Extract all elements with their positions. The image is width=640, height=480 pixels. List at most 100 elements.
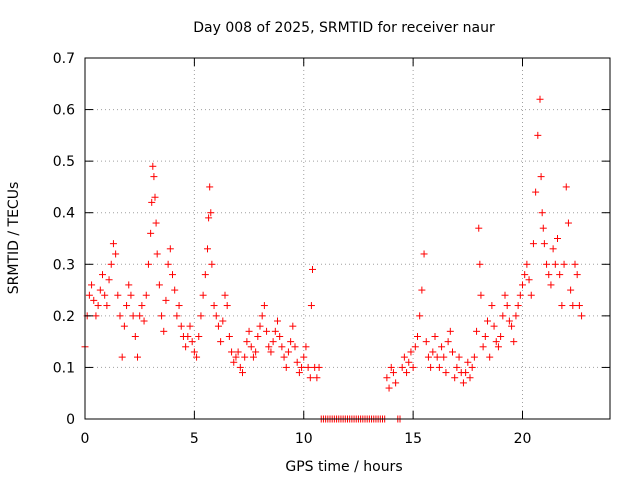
data-point [239,369,246,377]
data-point [302,343,310,351]
data-point [287,338,295,346]
data-point [212,312,220,320]
data-point [252,348,260,356]
data-point [155,281,163,289]
x-tick-label: 15 [404,431,422,447]
data-point [125,281,133,289]
data-point [182,343,190,351]
data-point [532,188,540,196]
data-point [545,271,553,279]
data-point [497,332,505,340]
data-point [523,260,531,268]
data-point [188,338,196,346]
data-point [228,348,236,356]
data-point [103,302,111,310]
data-point [534,131,542,139]
data-point [263,327,271,335]
data-point [411,343,419,351]
data-point [554,235,561,242]
data-point [440,353,448,361]
data-point [142,291,150,299]
data-point [107,260,115,268]
data-point [420,250,428,258]
data-point [560,260,568,268]
data-point [243,338,251,346]
data-point [300,353,308,361]
data-point [295,369,303,377]
data-point [494,343,502,351]
data-point [486,353,494,361]
y-tick-label: 0.5 [53,154,75,170]
data-point [477,291,485,299]
data-point [129,312,137,320]
data-point [210,302,218,310]
data-point [571,260,579,268]
data-point [144,260,152,268]
data-point [208,260,216,268]
data-point [416,312,424,320]
data-point [217,338,225,346]
data-point [230,358,238,366]
data-point [284,348,292,356]
data-point [206,183,214,191]
data-point [158,312,166,320]
data-point [223,302,231,310]
data-point [499,312,507,320]
data-point [400,353,408,361]
x-tick-label: 0 [81,431,90,447]
data-point [278,343,286,351]
data-point [519,281,526,289]
data-point [516,291,524,299]
data-point [147,229,155,237]
data-point [101,291,109,299]
data-point [567,286,575,294]
data-point [114,291,122,299]
data-point [510,338,518,346]
data-point [387,363,395,371]
data-point [435,363,443,371]
data-point [525,276,533,284]
data-point [383,374,391,382]
data-point [427,363,435,371]
data-point [459,379,467,387]
data-point [403,369,411,377]
grid [85,58,610,419]
plot-frame [84,57,611,420]
data-point [578,312,586,320]
x-tick-label: 5 [190,431,199,447]
data-point [409,363,417,371]
data-point [473,327,481,335]
data-point [304,363,312,371]
data-point [298,363,306,371]
data-point [449,348,456,356]
data-point [160,327,168,335]
data-point [418,286,426,294]
data-point [569,302,577,310]
y-tick-label: 0.4 [53,206,75,222]
data-point [85,291,93,299]
data-point [562,183,570,191]
data-point [537,173,545,181]
data-point [94,302,102,310]
data-point [207,209,215,217]
data-point [464,358,472,366]
data-point [173,312,181,320]
data-point [540,240,548,248]
y-tick-label: 0.2 [53,309,75,325]
data-point [392,379,400,387]
data-point [232,353,240,361]
data-point [564,219,572,227]
data-point [205,214,213,222]
axes: 0 0.1 0.2 0.3 0.4 0.5 0.6 0.7 0 5 10 15 20 [53,51,611,447]
data-point [488,302,496,310]
data-point [539,224,547,232]
data-point [309,265,316,273]
data-point [254,332,262,340]
data-point [88,281,96,289]
data-point [490,322,498,330]
data-point [116,312,124,320]
data-point [162,296,170,304]
data-point [260,302,268,310]
data-point [109,240,117,248]
data-point [204,245,211,253]
